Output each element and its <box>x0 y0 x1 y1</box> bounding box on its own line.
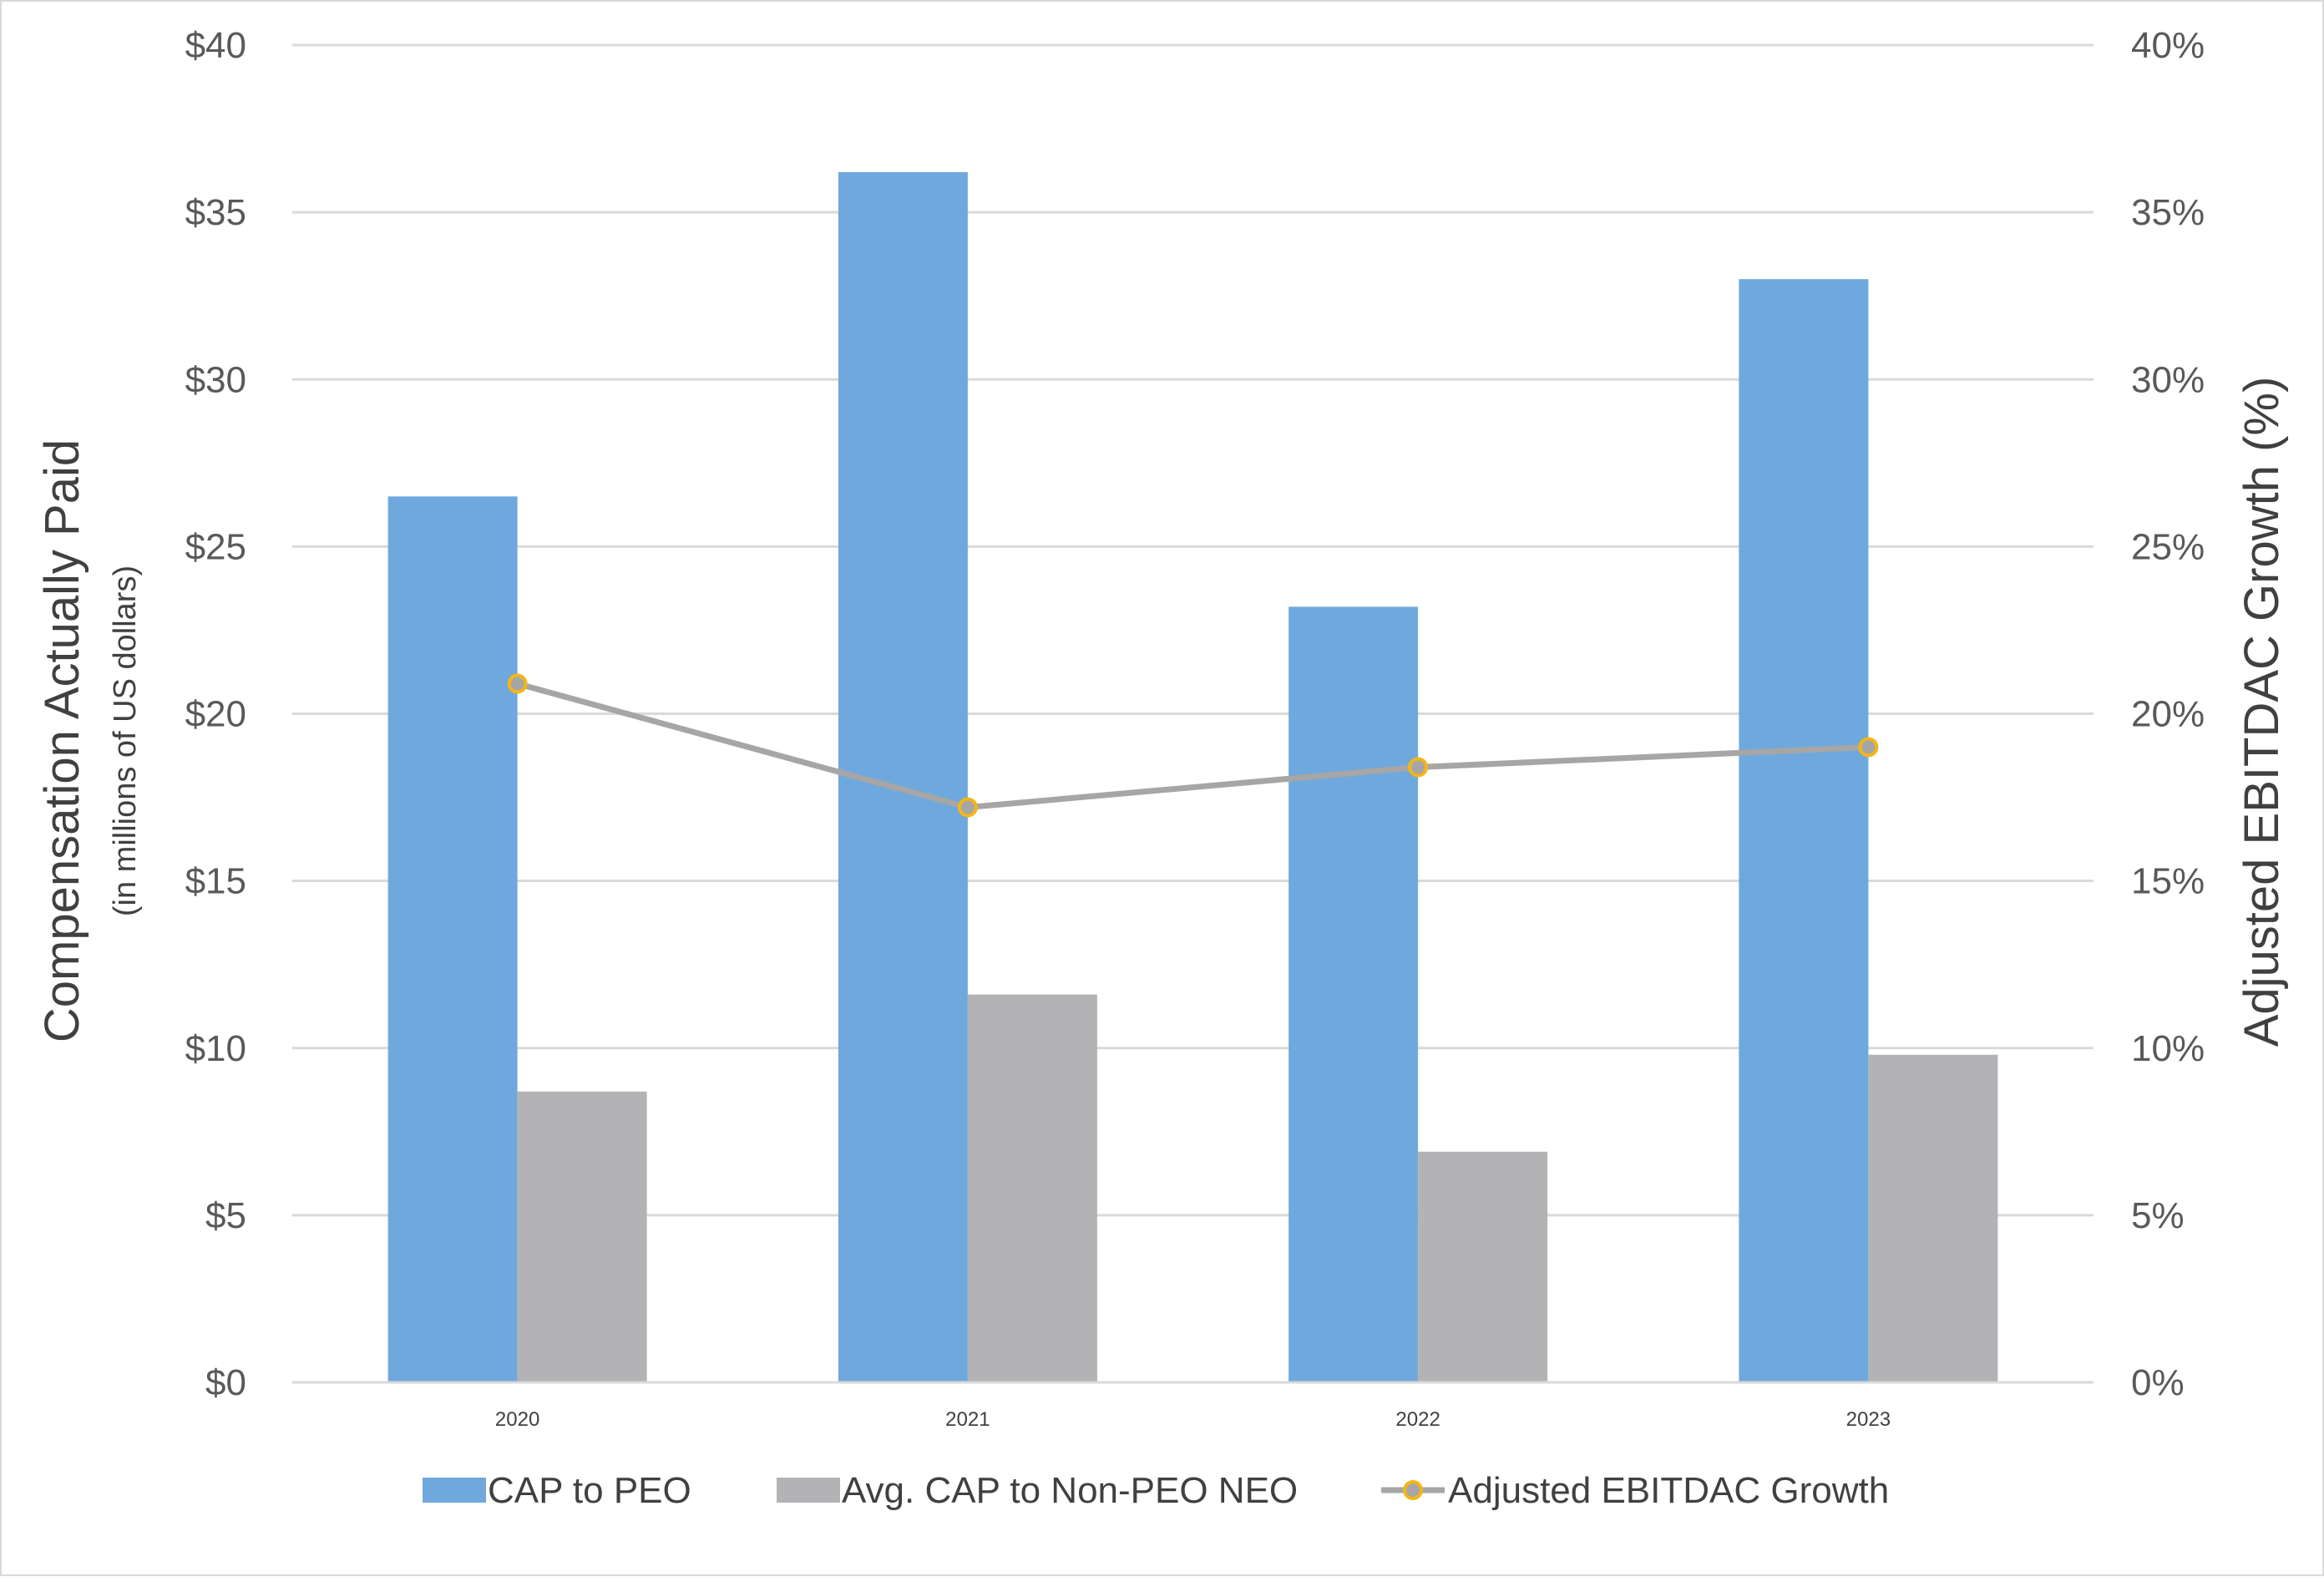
legend-marker-ebitdac <box>1403 1480 1423 1500</box>
growth-point-2021 <box>957 797 978 818</box>
left-tick-label: $10 <box>185 1028 246 1069</box>
left-tick-label: $25 <box>185 526 246 567</box>
left-tick-label: $20 <box>185 694 246 735</box>
left-tick-label: $15 <box>185 861 246 902</box>
bar-avg-cap-to-non-peo-neo-2023 <box>1868 1054 1998 1382</box>
x-tick-label: 2022 <box>1395 1408 1440 1431</box>
growth-point-2020 <box>507 673 528 694</box>
left-tick-label: $30 <box>185 359 246 400</box>
left-tick-label: $0 <box>205 1362 246 1403</box>
right-tick-label: 20% <box>2131 694 2205 735</box>
bar-cap-to-peo-2020 <box>387 496 518 1382</box>
x-tick-label: 2021 <box>945 1408 990 1431</box>
left-axis-ticks: $0 $5 $10 $15 $20 $25 $30 $35 $40 <box>185 25 246 1403</box>
bar-avg-cap-to-non-peo-neo-2022 <box>1418 1151 1548 1382</box>
right-tick-label: 30% <box>2131 359 2205 400</box>
x-tick-label: 2020 <box>495 1408 539 1431</box>
right-tick-label: 35% <box>2131 192 2205 233</box>
right-axis-ticks: 0% 5% 10% 15% 20% 25% 30% 35% 40% <box>2131 25 2205 1403</box>
legend-label-ebitdac: Adjusted EBITDAC Growth <box>1448 1470 1889 1511</box>
growth-point-2022 <box>1408 757 1429 778</box>
bar-cap-to-peo-2023 <box>1739 279 1869 1382</box>
legend-swatch-cap-peo <box>423 1478 486 1503</box>
legend-label-cap-peo: CAP to PEO <box>488 1470 691 1511</box>
growth-line <box>516 681 1869 811</box>
bar-avg-cap-to-non-peo-neo-2021 <box>967 994 1097 1382</box>
x-axis-ticks: 2020 2021 2022 2023 <box>495 1408 1891 1431</box>
bar-cap-to-peo-2022 <box>1289 606 1419 1382</box>
growth-point-2023 <box>1858 737 1879 758</box>
right-tick-label: 15% <box>2131 861 2205 902</box>
right-tick-label: 25% <box>2131 526 2205 567</box>
bars <box>292 172 2094 1384</box>
legend: CAP to PEO Avg. CAP to Non-PEO NEO Adjus… <box>423 1470 1889 1511</box>
growth-line-layer <box>507 673 1879 818</box>
right-tick-label: 10% <box>2131 1028 2205 1069</box>
left-tick-label: $5 <box>205 1195 246 1236</box>
legend-swatch-cap-non-peo <box>777 1478 840 1503</box>
legend-label-cap-non-peo: Avg. CAP to Non-PEO NEO <box>842 1470 1298 1511</box>
right-tick-label: 40% <box>2131 25 2205 66</box>
bar-avg-cap-to-non-peo-neo-2020 <box>517 1091 647 1382</box>
right-tick-label: 0% <box>2131 1362 2185 1403</box>
x-tick-label: 2023 <box>1846 1408 1891 1431</box>
left-axis-subtitle: (in millions of US dollars) <box>108 565 143 916</box>
left-tick-label: $40 <box>185 25 246 66</box>
left-axis-title: Compensation Actually Paid <box>35 439 89 1042</box>
right-tick-label: 5% <box>2131 1195 2185 1236</box>
right-axis-title: Adjusted EBITDAC Growth (%) <box>2235 377 2289 1047</box>
left-tick-label: $35 <box>185 192 246 233</box>
